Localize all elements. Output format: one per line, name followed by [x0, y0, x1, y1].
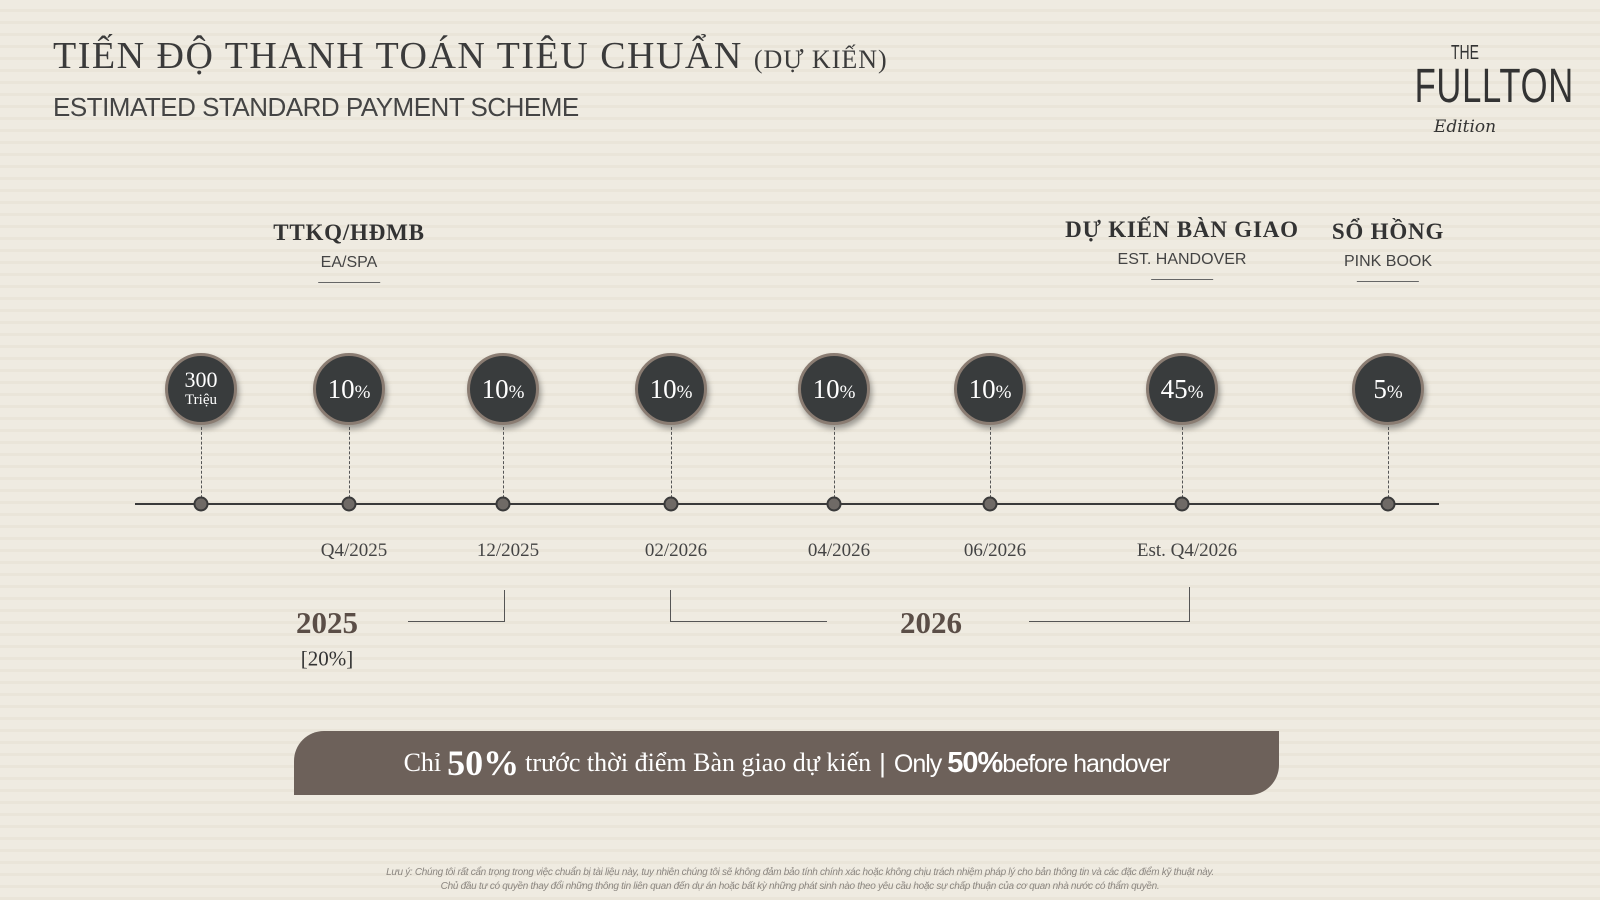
milestone-ea-spa: TTKQ/HĐMB EA/SPA — [273, 220, 425, 283]
payment-pct: % — [676, 381, 693, 403]
payment-circle: 5% — [1352, 353, 1424, 425]
page-subtitle: ESTIMATED STANDARD PAYMENT SCHEME — [53, 92, 579, 122]
timeline-dot — [341, 496, 357, 512]
title-text: TIẾN ĐỘ THANH TOÁN TIÊU CHUẨN — [53, 35, 743, 77]
milestone-vn: TTKQ/HĐMB — [273, 220, 425, 245]
payment-value: 10 — [327, 373, 355, 404]
payment-date: 02/2026 — [644, 540, 708, 561]
milestone-vn: SỔ HỒNG — [1331, 219, 1445, 244]
disclaimer-line: Lưu ý: Chúng tôi rất cẩn trọng trong việ… — [386, 867, 1214, 878]
milestone-en: PINK BOOK — [1343, 253, 1433, 270]
divider — [317, 282, 380, 283]
logo-edition: Edition — [1433, 117, 1497, 137]
year-2025-total: [20%] — [300, 646, 354, 671]
payment-value: 45 — [1160, 373, 1188, 404]
payment-date: 12/2025 — [476, 540, 540, 561]
timeline-stem — [349, 427, 350, 503]
bracket-line — [670, 590, 671, 622]
payment-circle: 10% — [954, 353, 1026, 425]
payment-value: 10 — [968, 373, 996, 404]
banner-highlight: 50% — [447, 743, 520, 783]
bracket-line — [504, 590, 505, 622]
timeline-stem — [201, 427, 202, 503]
payment-circle: 10% — [467, 353, 539, 425]
payment-pct: % — [508, 381, 525, 403]
banner-text-en: Only — [893, 749, 942, 778]
logo-the: THE — [1451, 42, 1479, 64]
payment-date: Est. Q4/2026 — [1136, 540, 1238, 561]
bracket-line — [408, 621, 505, 622]
timeline-dot — [1174, 496, 1190, 512]
timeline-stem — [1182, 427, 1183, 503]
page-title: TIẾN ĐỘ THANH TOÁN TIÊU CHUẨN (DỰ KIẾN) — [53, 34, 888, 78]
year-2025: 2025 — [296, 605, 358, 640]
disclaimer-line: Chủ đầu tư có quyền thay đổi những thông… — [440, 881, 1160, 892]
timeline-stem — [503, 427, 504, 503]
deposit-amount: 300 — [184, 367, 218, 392]
timeline-dot — [495, 496, 511, 512]
payment-circle: 10% — [635, 353, 707, 425]
payment-circle: 10% — [313, 353, 385, 425]
title-suffix: (DỰ KIẾN) — [753, 45, 888, 74]
timeline-stem — [990, 427, 991, 503]
payment-circle: 45% — [1146, 353, 1218, 425]
timeline-dot — [663, 496, 679, 512]
payment-value: 10 — [812, 373, 840, 404]
deposit-circle: 300 Triệu — [165, 353, 237, 425]
divider — [1150, 279, 1213, 280]
timeline-dot — [982, 496, 998, 512]
banner-highlight-en: 50% — [947, 746, 1003, 779]
payment-pct: % — [354, 381, 371, 403]
timeline-stem — [671, 427, 672, 503]
banner-text-en: before handover — [1002, 749, 1170, 778]
deposit-unit: Triệu — [185, 392, 217, 408]
payment-date: Q4/2025 — [320, 540, 388, 561]
payment-pct: % — [995, 381, 1012, 403]
payment-pct: % — [839, 381, 856, 403]
bracket-line — [1029, 621, 1189, 622]
timeline-stem — [1388, 427, 1389, 503]
logo-name: FULLTON — [1414, 60, 1574, 113]
banner-text: Chỉ — [403, 748, 442, 777]
payment-value: 5 — [1373, 373, 1387, 404]
timeline-axis — [135, 503, 1439, 505]
year-2026: 2026 — [900, 605, 962, 640]
banner-separator: | — [879, 747, 886, 778]
payment-circle: 10% — [798, 353, 870, 425]
payment-date: 06/2026 — [963, 540, 1027, 561]
payment-date: 04/2026 — [807, 540, 871, 561]
divider — [1357, 281, 1419, 282]
payment-value: 10 — [481, 373, 509, 404]
milestone-en: EST. HANDOVER — [1117, 251, 1247, 268]
timeline-dot — [193, 496, 209, 512]
timeline-dot — [826, 496, 842, 512]
bracket-line — [670, 621, 827, 622]
summary-banner: Chỉ 50% trước thời điểm Bàn giao dự kiến… — [294, 731, 1279, 795]
timeline-stem — [834, 427, 835, 503]
banner-text: trước thời điểm Bàn giao dự kiến — [525, 748, 872, 777]
milestone-vn: DỰ KIẾN BÀN GIAO — [1065, 217, 1299, 242]
payment-pct: % — [1386, 381, 1403, 403]
timeline-dot — [1380, 496, 1396, 512]
bracket-line — [1189, 587, 1190, 622]
payment-pct: % — [1187, 381, 1204, 403]
milestone-handover: DỰ KIẾN BÀN GIAO EST. HANDOVER — [1065, 217, 1299, 280]
payment-value: 10 — [649, 373, 677, 404]
milestone-en: EA/SPA — [320, 254, 378, 271]
milestone-pink-book: SỔ HỒNG PINK BOOK — [1332, 219, 1444, 282]
logo: THE FULLTON Edition — [1395, 42, 1574, 137]
